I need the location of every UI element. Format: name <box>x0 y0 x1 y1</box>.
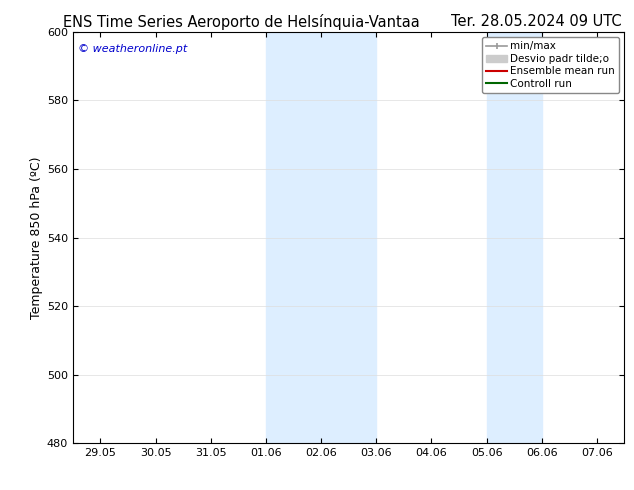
Y-axis label: Temperature 850 hPa (ºC): Temperature 850 hPa (ºC) <box>30 156 42 319</box>
Legend: min/max, Desvio padr tilde;o, Ensemble mean run, Controll run: min/max, Desvio padr tilde;o, Ensemble m… <box>482 37 619 93</box>
Text: © weatheronline.pt: © weatheronline.pt <box>79 44 188 54</box>
Text: ENS Time Series Aeroporto de Helsínquia-Vantaa: ENS Time Series Aeroporto de Helsínquia-… <box>63 14 419 30</box>
Bar <box>266 32 377 443</box>
Bar <box>487 32 541 443</box>
Text: Ter. 28.05.2024 09 UTC: Ter. 28.05.2024 09 UTC <box>451 14 621 29</box>
